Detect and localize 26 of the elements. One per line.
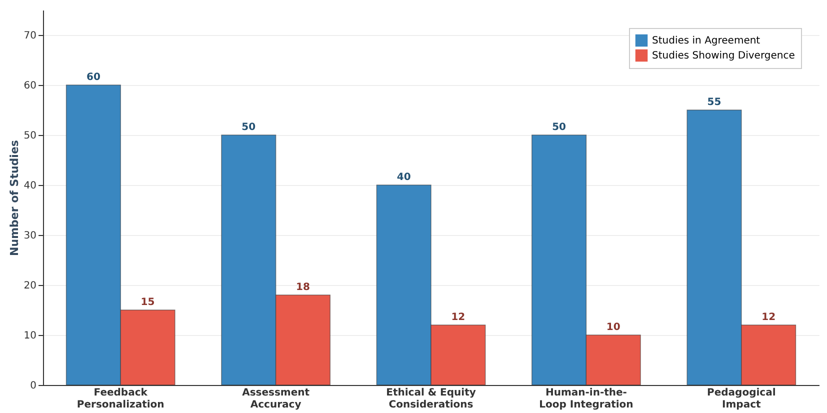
data-label: 60: [86, 72, 100, 83]
data-label: 12: [451, 312, 466, 323]
data-label: 10: [606, 322, 620, 333]
y-tick-label: 20: [24, 280, 36, 292]
data-label: 50: [242, 122, 256, 133]
y-tick-label: 40: [24, 180, 36, 192]
data-label: 15: [140, 297, 155, 308]
y-tick-label: 60: [24, 80, 36, 92]
y-tick-label: 0: [30, 380, 36, 392]
data-label: 18: [296, 282, 310, 293]
data-label: 40: [396, 172, 411, 183]
y-tick-label: 30: [24, 230, 36, 242]
x-tick-label: Human-in-the- Loop Integration: [539, 388, 634, 410]
x-tick-label: Pedagogical Impact: [707, 388, 776, 410]
data-label: 50: [552, 122, 566, 133]
y-tick-label: 50: [24, 130, 36, 142]
legend-label: Studies Showing Divergence: [652, 50, 795, 62]
data-label: 12: [762, 312, 776, 323]
x-tick-label: Ethical & Equity Considerations: [386, 388, 476, 410]
data-label: 55: [707, 97, 722, 108]
x-tick-label: Feedback Personalization: [76, 388, 164, 410]
x-tick-label: Assessment Accuracy: [242, 388, 310, 410]
y-tick-label: 70: [24, 30, 36, 42]
y-axis-title: Number of Studies: [8, 140, 21, 256]
y-tick-label: 10: [24, 330, 36, 342]
legend-label: Studies in Agreement: [652, 36, 760, 46]
